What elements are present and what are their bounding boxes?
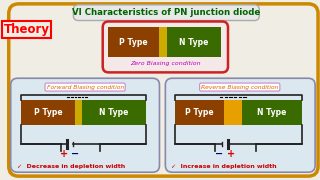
- Bar: [75, 100, 82, 125]
- FancyBboxPatch shape: [9, 4, 318, 176]
- Text: +: +: [227, 149, 235, 159]
- Text: Zero Biasing condition: Zero Biasing condition: [130, 61, 201, 66]
- Text: P Type: P Type: [34, 108, 62, 117]
- Text: VI Characteristics of PN junction diode: VI Characteristics of PN junction diode: [72, 8, 260, 17]
- Text: N Type: N Type: [179, 38, 208, 47]
- Text: Theory: Theory: [4, 23, 49, 36]
- Bar: [108, 27, 158, 57]
- Text: Forward Biasing condition: Forward Biasing condition: [46, 85, 124, 90]
- Text: ✓  Increase in depletion width: ✓ Increase in depletion width: [171, 164, 277, 169]
- FancyBboxPatch shape: [11, 78, 159, 172]
- Text: P Type: P Type: [185, 108, 214, 117]
- Bar: [158, 27, 167, 57]
- FancyBboxPatch shape: [103, 21, 228, 72]
- Text: −: −: [215, 149, 223, 159]
- Text: Reverse Biasing condition: Reverse Biasing condition: [201, 85, 278, 90]
- Bar: [167, 27, 221, 57]
- Text: +: +: [60, 149, 68, 159]
- FancyBboxPatch shape: [165, 78, 315, 172]
- Text: N Type: N Type: [99, 108, 128, 117]
- Text: ✓  Decrease in depletion width: ✓ Decrease in depletion width: [17, 164, 125, 169]
- Bar: [20, 100, 75, 125]
- Text: −: −: [71, 149, 79, 159]
- Bar: [175, 100, 224, 125]
- FancyBboxPatch shape: [73, 5, 259, 21]
- Text: N Type: N Type: [257, 108, 287, 117]
- Bar: [224, 100, 242, 125]
- Bar: [242, 100, 302, 125]
- Text: P Type: P Type: [119, 38, 148, 47]
- Bar: [82, 100, 146, 125]
